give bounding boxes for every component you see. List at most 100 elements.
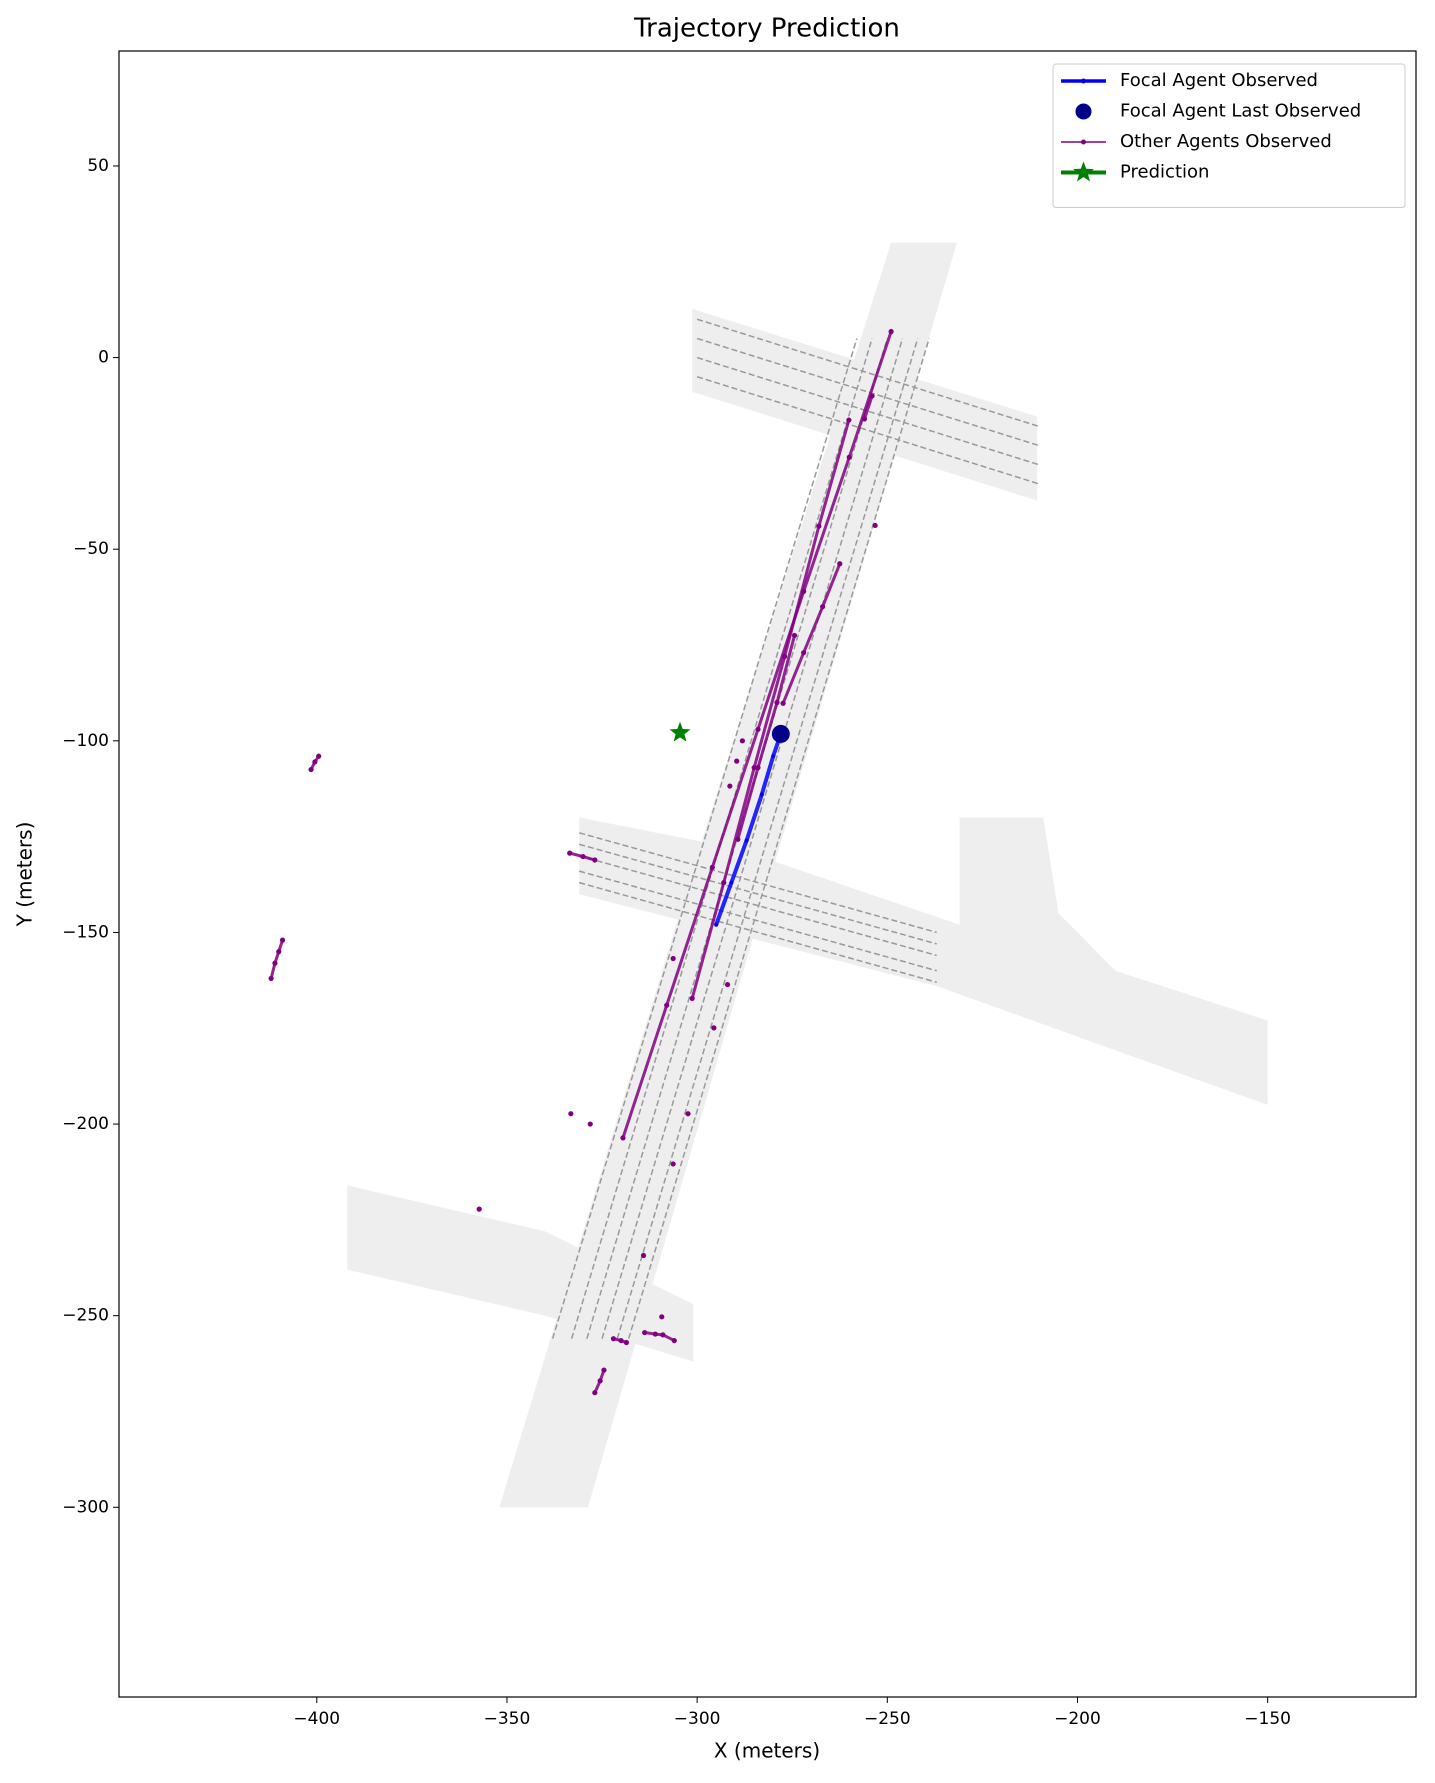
- lane-line: [579, 843, 937, 945]
- other-agent-point: [739, 738, 745, 744]
- other-agent-point: [276, 949, 282, 955]
- other-agent-point: [568, 1111, 574, 1117]
- other-agent-point: [659, 1314, 665, 1320]
- other-agent-point: [623, 1339, 629, 1346]
- y-tick-label: −200: [62, 1114, 109, 1134]
- x-tick-label: −200: [1054, 1709, 1101, 1729]
- other-agent-point: [782, 653, 788, 660]
- x-tick-label: −350: [484, 1709, 531, 1729]
- drivable-area: [692, 308, 1038, 501]
- lane-line: [696, 337, 1040, 447]
- y-tick-label: −300: [62, 1497, 109, 1517]
- legend-handle-dot: [1081, 139, 1086, 145]
- lane-line: [579, 881, 937, 983]
- lane-line: [696, 376, 1040, 485]
- other-agent-point: [312, 759, 318, 765]
- other-agent-point: [727, 783, 733, 789]
- y-tick-label: −50: [73, 539, 109, 559]
- other-agent-point: [671, 1337, 677, 1344]
- other-agent-point: [664, 1002, 670, 1008]
- legend-label: Prediction: [1120, 162, 1209, 183]
- other-agent-point: [592, 1390, 598, 1396]
- other-agent-point: [820, 604, 826, 610]
- drivable-area: [579, 817, 1268, 1105]
- other-agent-point: [567, 850, 573, 856]
- other-agent-line: [863, 395, 874, 420]
- lane-line: [579, 870, 937, 972]
- other-agent-point: [709, 864, 715, 870]
- focal-observed-point: [744, 838, 749, 843]
- plot-area: [268, 242, 1268, 1508]
- other-agent-point: [837, 561, 843, 567]
- lane-line: [627, 338, 930, 1339]
- other-agent-point: [791, 632, 798, 639]
- other-agent-point: [861, 416, 868, 422]
- lane-line: [616, 338, 919, 1339]
- x-tick-label: −250: [864, 1709, 911, 1729]
- other-agent-point: [734, 758, 740, 764]
- legend-box: [1052, 63, 1406, 208]
- other-agent-point: [316, 753, 322, 759]
- other-agent-point: [476, 1206, 482, 1212]
- other-agent-point: [652, 1331, 658, 1337]
- other-agent-point: [888, 328, 894, 335]
- x-tick-label: −150: [1244, 1709, 1291, 1729]
- y-tick-label: −150: [62, 922, 109, 942]
- other-agent-point: [846, 417, 852, 423]
- lane-line: [696, 318, 1040, 428]
- other-agent-point: [685, 1111, 691, 1117]
- other-agent-line: [690, 419, 851, 999]
- other-agent-point: [587, 1121, 593, 1127]
- other-agent-point: [272, 960, 278, 966]
- x-tick-label: −400: [293, 1709, 340, 1729]
- other-agent-point: [780, 700, 786, 706]
- other-agent-point: [689, 995, 695, 1001]
- other-agent-point: [751, 765, 757, 771]
- other-agent-point: [755, 765, 761, 771]
- prediction-star: [669, 721, 691, 742]
- legend-handle-dot: [1081, 78, 1086, 84]
- other-agent-point: [846, 454, 852, 460]
- other-agent-point: [721, 880, 727, 886]
- other-agent-point: [597, 1378, 603, 1384]
- other-agent-point: [872, 522, 878, 529]
- other-agent-point: [774, 699, 780, 706]
- other-agent-point: [670, 955, 676, 962]
- other-agent-point: [601, 1367, 607, 1373]
- other-agent-point: [640, 1252, 647, 1259]
- x-tick-label: −300: [674, 1709, 721, 1729]
- legend-label: Focal Agent Last Observed: [1120, 101, 1361, 122]
- lane-line: [551, 338, 858, 1339]
- drivable-area: [347, 1185, 694, 1362]
- other-agent-point: [580, 853, 586, 860]
- legend-label: Focal Agent Observed: [1120, 70, 1318, 91]
- focal-observed-point: [759, 792, 764, 797]
- other-agent-point: [279, 937, 286, 943]
- focal-observed-point: [729, 880, 734, 885]
- plot-frame: [118, 50, 1417, 1698]
- focal-observed-point: [771, 754, 776, 759]
- y-tick-label: 50: [87, 156, 109, 176]
- y-tick-label: 0: [98, 348, 109, 368]
- other-agent-line: [269, 939, 284, 979]
- other-agent-point: [724, 981, 731, 988]
- other-agent-point: [755, 726, 761, 732]
- other-agent-point: [816, 523, 822, 529]
- other-agent-line: [736, 635, 796, 840]
- other-agent-point: [618, 1337, 624, 1344]
- other-agent-line: [781, 563, 842, 704]
- other-agent-point: [670, 1161, 676, 1167]
- lane-line: [601, 338, 904, 1339]
- legend-label: Other Agents Observed: [1120, 131, 1332, 152]
- other-agent-point: [711, 1025, 717, 1031]
- other-agent-point: [620, 1135, 626, 1141]
- lane-line: [696, 356, 1040, 466]
- other-agent-point: [268, 975, 274, 982]
- x-axis-label: X (meters): [714, 1739, 820, 1763]
- other-agent-point: [735, 836, 741, 842]
- other-agent-point: [869, 393, 875, 399]
- other-agent-point: [610, 1336, 617, 1342]
- focal-last: [771, 724, 790, 743]
